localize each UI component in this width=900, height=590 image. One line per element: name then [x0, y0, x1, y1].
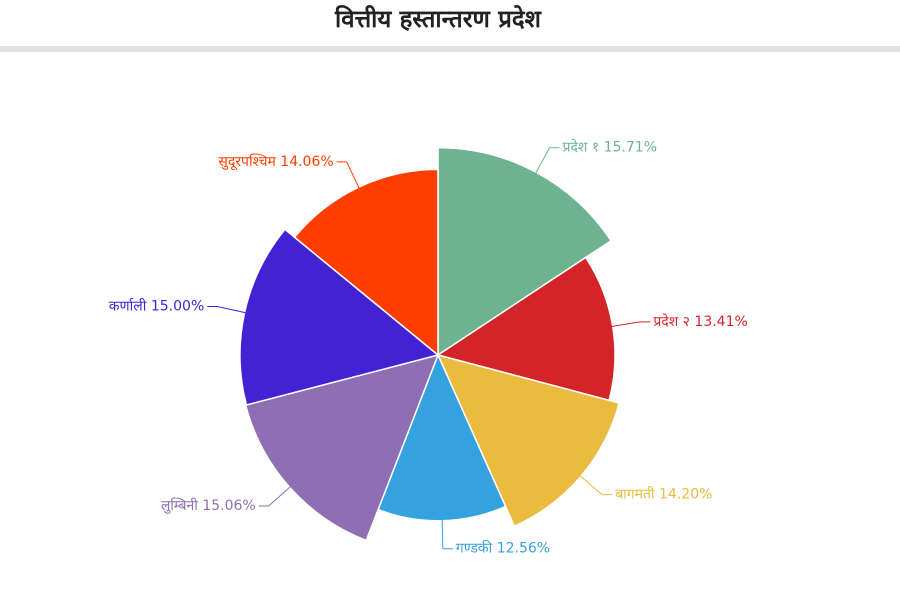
slice-label: बागमती 14.20%: [615, 486, 712, 503]
leader-line: [258, 484, 293, 507]
chart-title: वित्तीय हस्तान्तरण प्रदेश: [334, 5, 543, 33]
slice-value: 14.06%: [280, 154, 333, 170]
slice-label: सुदूरपश्चिम 14.06%: [218, 153, 333, 171]
slice-value: 13.41%: [694, 314, 747, 330]
leader-line: [207, 306, 249, 314]
slice-label: गण्डकी 12.56%: [456, 540, 550, 557]
slice-label: प्रदेश २ 13.41%: [653, 313, 748, 330]
slice-name: सुदूरपश्चिम: [218, 153, 276, 171]
slice-name: गण्डकी: [456, 540, 493, 557]
leader-line: [336, 161, 361, 192]
title-divider: [0, 46, 900, 52]
slice-label: लुम्बिनी 15.06%: [161, 497, 256, 514]
slice-name: लुम्बिनी: [161, 497, 198, 514]
slice-value: 15.00%: [151, 299, 204, 315]
slice-label: कर्णाली 15.00%: [109, 298, 204, 315]
slice-label: प्रदेश १ 15.71%: [563, 139, 658, 156]
slice-name: कर्णाली: [109, 298, 147, 315]
slice-value: 15.71%: [604, 140, 657, 156]
leader-line: [441, 516, 453, 550]
leader-line: [608, 321, 651, 328]
leader-line: [533, 147, 560, 177]
slice-name: बागमती: [615, 486, 655, 503]
slice-name: प्रदेश २: [653, 313, 690, 330]
slice-value: 12.56%: [497, 541, 550, 557]
slice-name: प्रदेश १: [563, 139, 600, 156]
leader-line: [577, 473, 613, 496]
slice-value: 14.20%: [659, 487, 712, 503]
slice-value: 15.06%: [202, 498, 255, 514]
